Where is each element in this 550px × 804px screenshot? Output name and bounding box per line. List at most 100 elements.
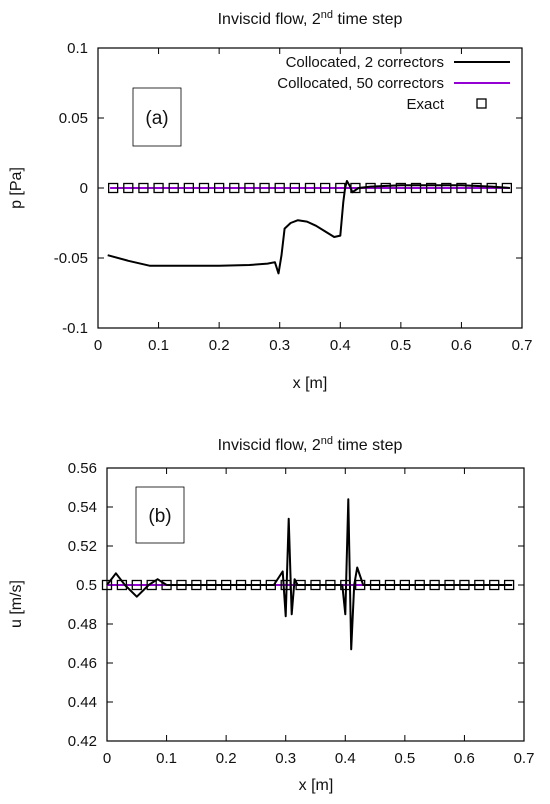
axis-ticks: 0 0.1 0.2 0.3 0.4 0.5 0.6 0.7 0.42 0.44 0.46 0.48 0.… — [68, 460, 535, 767]
data-point-marker — [380, 182, 391, 194]
data-point-marker — [355, 579, 366, 591]
data-point-marker — [325, 579, 336, 591]
legend: Collocated, 2 correctors Collocated, 50 … — [277, 54, 510, 113]
y-tick-label: 0.5 — [76, 577, 97, 594]
data-point-marker — [335, 182, 346, 194]
x-tick-label: 0.6 — [454, 750, 475, 767]
data-point-marker — [153, 182, 164, 194]
data-point-marker — [220, 579, 232, 591]
x-tick-label: 0 — [94, 337, 102, 354]
data-point-marker — [319, 182, 331, 194]
data-point-marker — [425, 182, 437, 194]
y-axis-label: p [Pa] — [8, 167, 25, 209]
y-tick-label: 0.1 — [67, 40, 88, 57]
series-line — [107, 180, 510, 275]
data-point-marker — [384, 579, 396, 591]
panel-a: Inviscid flow, 2nd time step (a) x [m] p… — [8, 9, 532, 392]
data-point-marker — [107, 182, 119, 194]
data-point-marker — [399, 579, 411, 591]
data-point-marker — [206, 579, 217, 591]
x-tick-label: 0.6 — [451, 337, 472, 354]
x-tick-label: 0.2 — [216, 750, 237, 767]
data-point-marker — [168, 182, 179, 194]
panel-b: Inviscid flow, 2nd time step (b) x [m] u… — [8, 435, 534, 794]
data-point-marker — [138, 182, 149, 194]
data-point-marker — [501, 182, 513, 194]
legend-label: Collocated, 2 correctors — [286, 54, 444, 71]
series-line — [106, 498, 513, 651]
x-axis-label: x [m] — [293, 375, 328, 392]
data-point-marker — [486, 182, 497, 194]
data-point-marker — [176, 579, 187, 591]
data-point-marker — [304, 182, 316, 194]
x-tick-label: 0.3 — [269, 337, 290, 354]
data-point-marker — [429, 579, 440, 591]
panel-label-box — [135, 486, 185, 544]
data-point-marker — [131, 579, 142, 591]
data-point-marker — [441, 182, 452, 194]
data-point-marker — [459, 579, 470, 591]
data-point-marker — [444, 579, 455, 591]
y-tick-label: 0.46 — [68, 655, 97, 672]
chart-title: Inviscid flow, 2nd time step — [218, 435, 403, 454]
panel-label-box — [132, 87, 182, 147]
panel-label: (b) — [148, 506, 171, 527]
data-point-marker — [456, 182, 467, 194]
data-point-marker — [250, 579, 262, 591]
axis-ticks: 0 0.1 0.2 0.3 0.4 0.5 0.6 0.7 -0.1 -0.05 0 0.05 0.1 — [54, 40, 533, 354]
y-tick-label: 0.42 — [68, 733, 97, 750]
data-point-marker — [289, 182, 301, 194]
y-tick-label: -0.1 — [62, 320, 88, 337]
legend-label: Exact — [406, 96, 444, 113]
data-point-marker — [310, 579, 321, 591]
y-tick-label: -0.05 — [54, 250, 88, 267]
x-axis-label: x [m] — [299, 777, 334, 794]
x-tick-label: 0.5 — [394, 750, 415, 767]
data-point-marker — [191, 579, 202, 591]
x-tick-label: 0.4 — [330, 337, 351, 354]
data-point-marker — [274, 182, 285, 194]
data-point-marker — [295, 579, 306, 591]
data-point-marker — [365, 182, 376, 194]
legend-swatch-marker — [476, 98, 487, 109]
data-point-marker — [410, 182, 422, 194]
data-point-marker — [101, 579, 113, 591]
data-point-marker — [340, 579, 351, 591]
data-point-marker — [474, 579, 485, 591]
x-tick-label: 0 — [103, 750, 111, 767]
data-point-marker — [235, 579, 247, 591]
y-tick-label: 0.54 — [68, 499, 97, 516]
x-tick-label: 0.1 — [156, 750, 177, 767]
y-tick-label: 0.52 — [68, 538, 97, 555]
y-tick-label: 0.56 — [68, 460, 97, 477]
x-tick-label: 0.7 — [512, 337, 533, 354]
plot-frame — [106, 467, 525, 742]
data-point-marker — [213, 182, 225, 194]
data-point-marker — [244, 182, 255, 194]
legend-label: Collocated, 50 correctors — [277, 75, 444, 92]
data-point-marker — [198, 182, 210, 194]
data-marks — [107, 180, 513, 275]
data-point-marker — [123, 182, 134, 194]
data-point-marker — [183, 182, 195, 194]
data-point-marker — [265, 579, 276, 591]
x-tick-label: 0.1 — [148, 337, 169, 354]
data-point-marker — [489, 579, 500, 591]
data-point-marker — [395, 182, 407, 194]
chart-title: Inviscid flow, 2nd time step — [218, 9, 403, 28]
data-marks — [101, 498, 515, 651]
x-tick-label: 0.5 — [390, 337, 411, 354]
panel-label: (a) — [145, 108, 168, 129]
y-axis-label: u [m/s] — [8, 580, 25, 628]
data-point-marker — [350, 182, 361, 194]
data-point-marker — [369, 579, 381, 591]
y-tick-label: 0.48 — [68, 616, 97, 633]
data-point-marker — [116, 579, 128, 591]
data-point-marker — [280, 579, 291, 591]
data-point-marker — [471, 182, 482, 194]
data-point-marker — [161, 579, 172, 591]
x-tick-label: 0.2 — [209, 337, 230, 354]
data-point-marker — [414, 579, 425, 591]
x-tick-label: 0.3 — [275, 750, 296, 767]
